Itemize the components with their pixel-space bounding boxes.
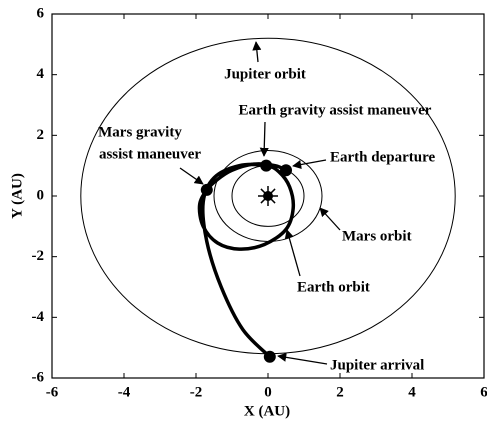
- annotation-arrow: [179, 167, 204, 185]
- y-tick-label: 6: [37, 5, 45, 21]
- y-tick-label: -4: [32, 309, 45, 325]
- y-tick-label: 0: [37, 187, 45, 203]
- event-marker: [260, 159, 273, 172]
- annotation: Earth departure: [330, 149, 435, 165]
- x-tick-label: 0: [264, 384, 272, 400]
- annotation: Mars orbit: [342, 228, 412, 244]
- event-marker: [263, 350, 276, 363]
- annotation: Mars gravity: [98, 124, 182, 140]
- annotation: assist maneuver: [99, 146, 201, 162]
- x-axis-label: X (AU): [244, 403, 290, 419]
- y-tick-label: -6: [32, 369, 45, 385]
- annotation: Earth orbit: [297, 279, 370, 295]
- sun-ray: [267, 188, 276, 197]
- event-marker: [280, 164, 292, 177]
- trajectory: [197, 162, 296, 359]
- x-tick-label: 6: [480, 384, 487, 400]
- x-tick-label: -6: [46, 384, 59, 400]
- annotation: Earth gravity assist maneuver: [239, 102, 432, 118]
- annotation-arrow: [252, 41, 262, 63]
- annotation-arrow: [319, 207, 341, 231]
- annotation-arrow: [277, 352, 328, 365]
- sun-ray: [260, 195, 269, 204]
- annotation-arrow: [259, 121, 269, 157]
- y-tick-label: 4: [37, 66, 45, 82]
- x-tick-label: -2: [190, 384, 203, 400]
- annotation: Jupiter arrival: [330, 357, 424, 373]
- x-tick-label: 2: [336, 384, 344, 400]
- y-axis-label: Y (AU): [9, 173, 25, 219]
- event-marker: [200, 183, 213, 196]
- y-tick-label: 2: [37, 127, 45, 143]
- x-tick-label: 4: [408, 384, 416, 400]
- annotation-arrow: [284, 229, 301, 277]
- sun-ray: [260, 188, 269, 197]
- y-tick-label: -2: [32, 248, 45, 264]
- x-tick-label: -4: [118, 384, 131, 400]
- annotation-arrow: [292, 159, 327, 170]
- annotation: Jupiter orbit: [224, 66, 306, 82]
- sun-ray: [267, 195, 276, 204]
